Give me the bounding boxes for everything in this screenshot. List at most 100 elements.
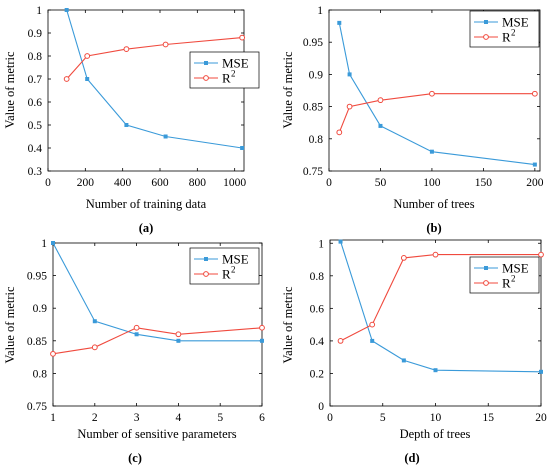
y-tick-label: 0.9 [28,28,43,40]
x-axis-label-d: Depth of trees [400,427,471,441]
y-tick-label: 0.2 [310,368,325,380]
data-point-r2 [377,97,384,104]
legend-label-mse: MSE [222,252,249,267]
data-point-mse [401,358,406,363]
y-ticks-b: 0.75 0.8 0.85 0.9 0.95 1 [303,5,540,178]
legend-label-r2: R [502,30,511,45]
data-point-mse [51,241,55,245]
series-lines-b [336,20,538,167]
data-point-r2 [259,324,265,331]
caption-b: (b) [426,221,441,235]
y-tick-label: 0.6 [28,97,43,109]
legend-marker-mse [204,61,208,65]
series-lines-d [337,239,544,374]
x-axis-label-b: Number of trees [393,197,474,211]
data-point-r2 [429,90,435,97]
x-tick-label: 3 [134,412,140,424]
legend-marker-mse [484,20,488,24]
x-tick-label: 400 [114,177,132,189]
data-point-mse [134,332,139,337]
x-tick-label: 0 [45,177,51,189]
data-point-mse [429,149,434,154]
y-tick-label: 0.9 [33,303,48,315]
legend-label-mse: MSE [222,56,249,71]
data-point-mse [85,77,90,81]
legend-marker-mse [484,266,488,270]
data-point-r2 [239,34,246,41]
x-tick-label: 2 [92,412,98,424]
data-point-mse [338,239,343,244]
y-tick-label: 0.4 [28,143,43,155]
caption-a: (a) [139,221,154,235]
legend-label-r2-superscript: 2 [511,28,516,38]
y-tick-label: 1 [317,5,323,17]
legend-label-mse: MSE [502,15,529,30]
legend-box [469,10,540,48]
y-tick-label: 0.85 [303,102,323,114]
legend-marker-r2 [203,271,209,277]
x-tick-label: 10 [430,412,442,424]
y-tick-label: 0.4 [310,336,325,348]
y-tick-label: 1 [318,238,324,250]
y-tick-label: 0.8 [33,368,48,380]
legend-label-r2: R [222,71,231,86]
data-point-mse [163,134,168,139]
legend-box [469,256,540,294]
data-point-r2 [432,251,439,258]
y-axis-label-d: Value of metric [281,286,295,364]
y-tick-label: 0.95 [27,271,47,283]
data-point-mse [337,20,342,25]
data-point-r2 [91,344,98,351]
x-tick-label: 600 [151,177,169,189]
data-point-mse [378,123,383,128]
data-point-mse [124,123,129,127]
data-point-mse [370,338,375,343]
data-point-r2 [346,103,353,110]
x-ticks-a: 0 200 400 600 800 1000 [45,10,246,189]
x-tick-label: 50 [375,177,387,189]
x-tick-label: 100 [423,177,441,189]
x-tick-label: 5 [380,412,386,424]
legend-marker-r2 [483,34,489,40]
x-tick-label: 0 [327,412,333,424]
x-tick-label: 0 [326,177,332,189]
y-axis-label-a: Value of metric [3,51,17,129]
y-tick-label: 1 [41,238,47,250]
y-tick-label: 0.5 [28,120,43,132]
data-point-r2 [162,41,169,48]
data-point-r2 [531,90,538,97]
y-ticks-c: 0.75 0.8 0.85 0.9 0.95 1 [27,238,262,413]
x-tick-label: 1 [50,412,56,424]
legend-label-r2: R [222,267,231,282]
legend-marker-r2 [483,280,489,286]
series-lines-c [50,241,265,357]
y-ticks-a: 0.3 0.4 0.5 0.6 0.7 0.8 0.9 1 [28,5,244,178]
data-point-mse [347,72,352,77]
x-ticks-c: 1 2 3 4 5 6 [50,243,265,424]
x-tick-label: 800 [189,177,207,189]
x-ticks-b: 0 50 100 150 200 [326,10,544,189]
data-point-mse [532,162,537,167]
plot-frame-c [52,242,263,407]
legend-box [189,247,260,285]
legend-marker-mse [204,257,208,261]
x-tick-label: 1000 [223,177,246,189]
panel-a: 0 200 400 600 800 1000 0.3 0.4 0.5 0.6 0.7 0.8 0.9 1… [3,5,260,235]
x-tick-label: 150 [475,177,493,189]
legend-box [189,51,260,89]
series-line-r2 [338,93,535,133]
y-tick-label: 0.8 [309,134,324,146]
panel-d: 0 5 10 15 20 0 0.2 0.4 0.6 0.8 1 Depth of trees V… [281,238,547,465]
data-point-r2 [84,53,91,59]
data-point-mse [260,338,264,343]
data-point-mse [240,146,245,150]
y-tick-label: 0.3 [28,166,43,178]
data-point-r2 [336,129,343,136]
data-point-r2 [538,251,544,258]
panel-c: 1 2 3 4 5 6 0.75 0.8 0.85 0.9 0.95 1 Number of sen… [3,238,265,465]
x-tick-label: 20 [535,412,547,424]
